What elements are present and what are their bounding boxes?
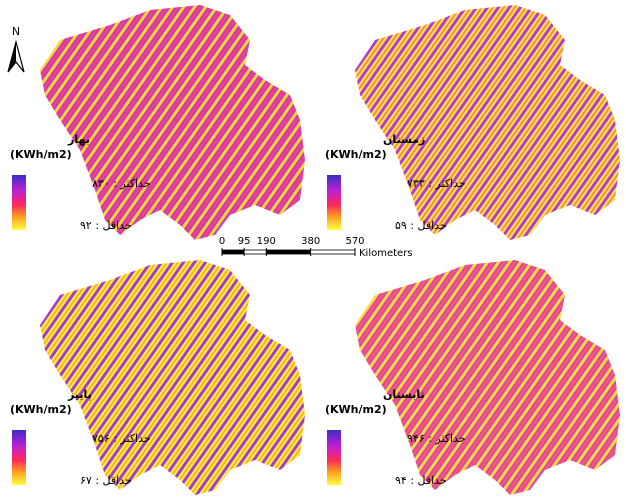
unit-label: (KWh/m2) <box>325 148 387 161</box>
min-label: حداقل : ۵۹ <box>395 219 447 232</box>
legend-ramp <box>327 430 341 485</box>
min-label: حداقل : ۹۲ <box>80 219 132 232</box>
scale-tick-label: 380 <box>301 236 320 247</box>
season-label: بهار <box>67 133 90 146</box>
min-label: حداقل : ۹۴ <box>395 474 447 487</box>
max-label: حداکثر : ۹۴۶ <box>407 432 466 445</box>
scale-tick-label: 95 <box>238 236 251 247</box>
map-panel: زمستان (KWh/m2) حداکثر : ۷۳۳ حداقل : ۵۹ <box>325 5 620 240</box>
min-label: حداقل : ۶۷ <box>80 474 132 487</box>
map-panel: پاییز (KWh/m2) حداکثر : ۷۵۶ حداقل : ۶۷ <box>10 260 305 495</box>
scale-unit: Kilometers <box>359 248 413 259</box>
season-label: پاییز <box>67 388 92 401</box>
north-label: N <box>12 25 20 38</box>
north-arrow: N <box>8 25 24 72</box>
map-panel: بهار (KWh/m2) حداکثر : ۸۳۰ حداقل : ۹۲ <box>10 5 305 240</box>
unit-label: (KWh/m2) <box>10 403 72 416</box>
max-label: حداکثر : ۸۳۰ <box>92 177 151 190</box>
region-map <box>355 5 620 240</box>
max-label: حداکثر : ۷۳۳ <box>407 177 466 190</box>
region-map <box>355 260 620 495</box>
scale-segment <box>266 250 310 254</box>
legend-ramp <box>12 175 26 230</box>
figure: N بهار (KWh/m2) حداکثر : ۸۳۰ حداقل : ۹۲ زمست… <box>0 0 626 501</box>
unit-label: (KWh/m2) <box>10 148 72 161</box>
max-label: حداکثر : ۷۵۶ <box>92 432 151 445</box>
legend-ramp <box>327 175 341 230</box>
scale-segment <box>222 250 244 254</box>
season-label: تابستان <box>383 388 425 401</box>
legend-ramp <box>12 430 26 485</box>
scale-tick-label: 570 <box>345 236 364 247</box>
scale-segment <box>311 250 355 254</box>
map-panel: تابستان (KWh/m2) حداکثر : ۹۴۶ حداقل : ۹۴ <box>325 260 620 495</box>
scale-tick-label: 190 <box>257 236 276 247</box>
region-map <box>40 5 305 240</box>
unit-label: (KWh/m2) <box>325 403 387 416</box>
scale-tick-label: 0 <box>219 236 225 247</box>
scale-segment <box>244 250 266 254</box>
season-label: زمستان <box>383 133 425 146</box>
region-map <box>40 260 305 495</box>
